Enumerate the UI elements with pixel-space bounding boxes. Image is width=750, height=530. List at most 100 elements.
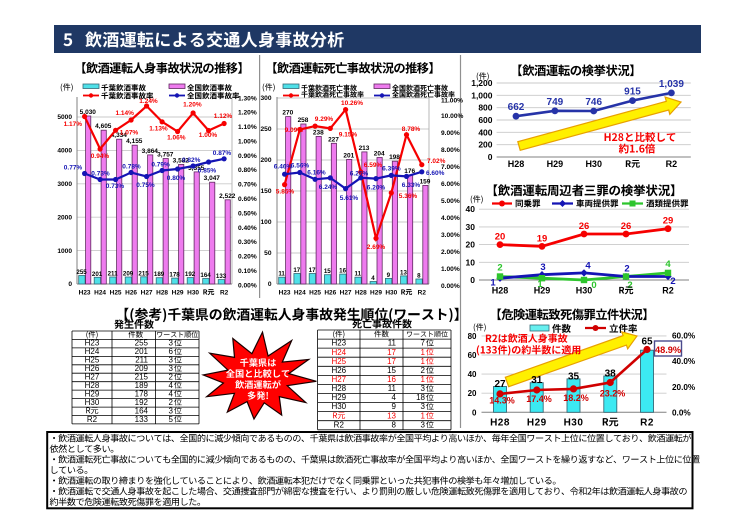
svg-text:11: 11	[355, 271, 362, 278]
svg-text:10: 10	[466, 257, 476, 267]
svg-text:2: 2	[624, 264, 629, 275]
svg-text:6.20%: 6.20%	[367, 185, 386, 192]
svg-text:4,605: 4,605	[95, 123, 112, 130]
svg-text:213: 213	[359, 145, 370, 152]
svg-text:192: 192	[135, 398, 149, 407]
svg-text:4: 4	[585, 261, 591, 272]
svg-text:H24: H24	[94, 290, 106, 297]
svg-text:238: 238	[313, 129, 324, 136]
svg-text:H29: H29	[534, 286, 551, 296]
svg-text:2: 2	[421, 366, 426, 375]
svg-text:H28: H28	[85, 381, 100, 390]
svg-text:H23: H23	[79, 290, 91, 297]
svg-text:16: 16	[387, 375, 396, 384]
svg-text:7: 7	[421, 339, 426, 348]
svg-text:H27: H27	[331, 375, 346, 384]
svg-text:1,000: 1,000	[471, 90, 493, 100]
svg-text:38: 38	[605, 369, 617, 380]
svg-text:0.77%: 0.77%	[64, 165, 83, 172]
svg-text:9.29%: 9.29%	[315, 116, 334, 123]
svg-text:1.17%: 1.17%	[64, 121, 83, 128]
svg-text:9: 9	[387, 272, 391, 279]
svg-text:H28: H28	[331, 384, 346, 393]
svg-text:8: 8	[417, 273, 421, 280]
svg-text:H28: H28	[156, 290, 168, 297]
svg-text:0.73%: 0.73%	[91, 171, 110, 178]
svg-text:178: 178	[135, 389, 149, 398]
svg-text:800: 800	[478, 103, 492, 113]
svg-text:4: 4	[169, 389, 174, 398]
svg-text:H30: H30	[331, 402, 346, 411]
svg-text:0.82%: 0.82%	[182, 157, 201, 164]
svg-text:2: 2	[169, 398, 174, 407]
svg-text:18.2%: 18.2%	[563, 393, 589, 403]
svg-text:211: 211	[135, 356, 148, 365]
svg-text:2000: 2000	[57, 214, 72, 221]
svg-text:2: 2	[169, 373, 174, 382]
svg-text:20: 20	[466, 240, 476, 250]
svg-text:H30: H30	[564, 418, 584, 429]
svg-text:2: 2	[627, 280, 632, 291]
svg-text:0.80%: 0.80%	[238, 167, 257, 174]
svg-text:1,039: 1,039	[659, 79, 684, 90]
svg-text:11.00%: 11.00%	[441, 98, 463, 105]
svg-text:0.00%: 0.00%	[238, 282, 257, 289]
svg-text:662: 662	[508, 102, 525, 113]
svg-text:H27: H27	[85, 373, 100, 382]
svg-text:2: 2	[497, 263, 502, 274]
svg-text:H26: H26	[85, 364, 100, 373]
svg-text:5.61%: 5.61%	[340, 195, 359, 202]
svg-text:40.0%: 40.0%	[672, 357, 696, 366]
svg-text:0.73%: 0.73%	[106, 183, 125, 190]
svg-text:5,030: 5,030	[80, 109, 97, 116]
svg-text:H28: H28	[490, 418, 510, 429]
svg-text:209: 209	[135, 364, 149, 373]
svg-text:1: 1	[490, 278, 496, 289]
svg-text:60: 60	[468, 351, 477, 360]
svg-text:H26: H26	[324, 290, 336, 297]
svg-text:H25: H25	[309, 290, 321, 297]
svg-text:1,200: 1,200	[471, 78, 493, 88]
svg-text:0.78%: 0.78%	[122, 164, 141, 171]
svg-text:4: 4	[392, 393, 397, 402]
svg-text:20.0%: 20.0%	[672, 383, 696, 392]
svg-text:150: 150	[260, 188, 271, 195]
svg-text:6.25%: 6.25%	[350, 171, 369, 178]
svg-text:1: 1	[421, 375, 426, 384]
svg-text:11: 11	[278, 271, 285, 278]
svg-text:H30: H30	[385, 290, 397, 297]
svg-text:100: 100	[260, 219, 271, 226]
svg-text:R2: R2	[662, 286, 674, 296]
svg-text:6.00%: 6.00%	[441, 181, 460, 188]
svg-text:270: 270	[282, 110, 293, 117]
svg-text:1.06%: 1.06%	[167, 135, 186, 142]
svg-text:3,047: 3,047	[204, 175, 221, 182]
svg-text:H24: H24	[85, 347, 100, 356]
svg-text:0.10%: 0.10%	[238, 268, 257, 275]
svg-text:6.46%: 6.46%	[274, 164, 293, 171]
svg-text:0.70%: 0.70%	[238, 182, 257, 189]
svg-text:10.00%: 10.00%	[441, 113, 464, 120]
svg-text:250: 250	[260, 126, 271, 133]
svg-text:2.00%: 2.00%	[441, 249, 460, 256]
svg-text:9: 9	[392, 402, 397, 411]
svg-text:H28: H28	[492, 286, 509, 296]
svg-text:H29: H29	[370, 290, 382, 297]
svg-text:0.60%: 0.60%	[238, 196, 257, 203]
svg-text:400: 400	[478, 127, 492, 137]
svg-text:H28: H28	[355, 290, 367, 297]
svg-text:204: 204	[374, 151, 385, 158]
svg-text:15: 15	[387, 366, 396, 375]
svg-text:26: 26	[579, 221, 590, 232]
svg-text:9.15%: 9.15%	[339, 132, 358, 139]
svg-text:19: 19	[537, 233, 548, 244]
svg-text:6.16%: 6.16%	[307, 170, 326, 177]
svg-text:200: 200	[478, 140, 492, 150]
svg-text:1.30%: 1.30%	[238, 95, 257, 102]
svg-text:23.2%: 23.2%	[600, 389, 626, 399]
svg-text:133: 133	[216, 273, 227, 280]
svg-text:5.00%: 5.00%	[441, 198, 460, 205]
svg-text:0.50%: 0.50%	[238, 210, 257, 217]
svg-text:H30: H30	[585, 159, 602, 169]
svg-text:35: 35	[568, 371, 580, 382]
